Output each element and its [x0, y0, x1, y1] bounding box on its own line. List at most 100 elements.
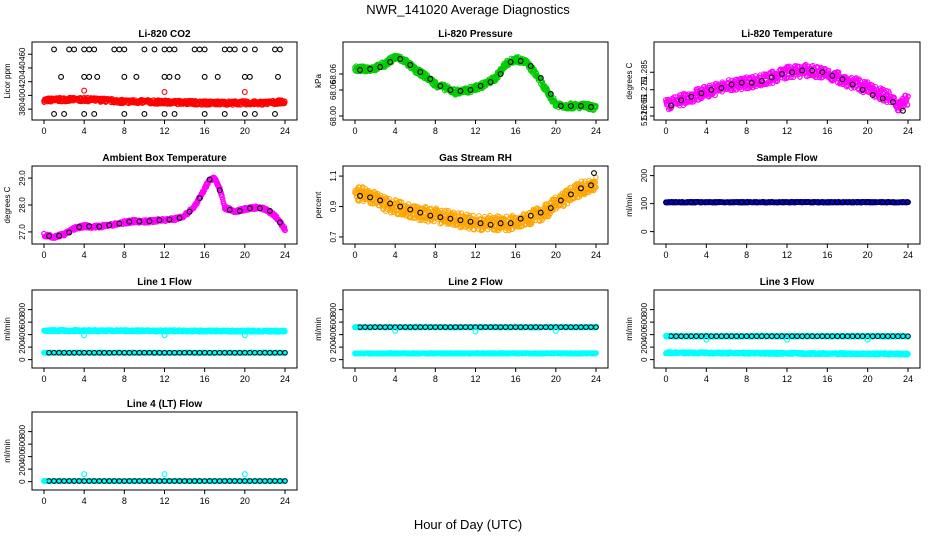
x-tick-label: 0 [663, 126, 668, 136]
data-point [201, 110, 208, 117]
data-point [241, 110, 248, 117]
y-tick-label: 68.00 [329, 105, 338, 126]
x-tick-label: 0 [352, 126, 357, 136]
data-point [251, 46, 258, 53]
series-standard_runs [51, 46, 283, 117]
x-tick-label: 8 [433, 126, 438, 136]
x-tick-label: 8 [122, 126, 127, 136]
data-point [94, 73, 101, 80]
data-point [133, 73, 140, 80]
data-point [161, 46, 168, 53]
x-tick-label: 4 [704, 250, 709, 260]
y-tick-label: 200 [640, 168, 649, 182]
series-ambient_outliers [81, 87, 248, 95]
x-tick-label: 8 [122, 250, 127, 260]
x-tick-label: 12 [159, 250, 169, 260]
x-tick-label: 12 [470, 250, 480, 260]
x-tick-label: 20 [240, 126, 250, 136]
panel-title: Li-820 CO2 [138, 29, 191, 40]
data-point [51, 46, 57, 53]
panel-title: Gas Stream RH [439, 153, 512, 164]
x-tick-label: 24 [280, 374, 290, 384]
x-tick-label: 4 [82, 374, 87, 384]
y-tick-label: 0 [18, 357, 27, 362]
data-point [196, 46, 203, 53]
data-point [201, 73, 208, 80]
y-tick-label: 400 [18, 88, 27, 102]
data-point [171, 46, 178, 53]
x-tick-label: 12 [159, 374, 169, 384]
series-box_temp [41, 174, 288, 241]
y-axis-label: ml/min [3, 317, 12, 341]
data-point [66, 46, 73, 53]
x-tick-label: 4 [82, 250, 87, 260]
x-tick-label: 24 [591, 250, 601, 260]
data-point [221, 46, 228, 53]
data-point [591, 170, 597, 176]
y-tick-label: 27.0 [18, 224, 27, 240]
data-point [272, 110, 278, 117]
x-tick-label: 24 [280, 126, 290, 136]
data-point [81, 87, 88, 94]
y-axis-label: kPa [314, 74, 323, 88]
data-point [151, 46, 158, 53]
series-temperature [663, 61, 911, 114]
data-point [81, 46, 88, 53]
panel-title: Sample Flow [756, 153, 817, 164]
y-tick-label: 28.0 [18, 197, 27, 213]
y-tick-label: 51.285 [640, 59, 649, 84]
x-tick-label: 16 [822, 126, 832, 136]
data-point [246, 73, 253, 80]
x-tick-label: 4 [393, 250, 398, 260]
data-point [201, 46, 208, 53]
data-point [111, 46, 118, 53]
x-tick-label: 0 [41, 126, 46, 136]
y-tick-label: 420 [18, 74, 27, 88]
x-tick-label: 20 [551, 250, 561, 260]
x-tick-label: 16 [200, 126, 210, 136]
data-point [272, 46, 278, 53]
data-point [86, 46, 93, 53]
y-tick-label: 100 [640, 196, 649, 210]
y-axis-label: degrees C [625, 62, 634, 99]
x-tick-label: 4 [704, 126, 709, 136]
y-axis-label: Licor ppm [3, 63, 12, 98]
data-point [58, 73, 65, 80]
x-tick-label: 16 [511, 126, 521, 136]
y-tick-label: 380 [18, 102, 27, 116]
data-point [166, 46, 173, 53]
data-point [51, 110, 57, 117]
panel-title: Li-820 Pressure [438, 29, 513, 40]
x-tick-label: 20 [863, 126, 873, 136]
x-tick-label: 16 [511, 250, 521, 260]
x-tick-label: 20 [551, 126, 561, 136]
y-tick-label: 460 [18, 47, 27, 61]
x-tick-label: 20 [863, 250, 873, 260]
x-tick-label: 24 [903, 126, 913, 136]
y-tick-label: 1.1 [329, 170, 338, 182]
data-point [214, 73, 221, 80]
data-point [86, 73, 93, 80]
panel-title: Ambient Box Temperature [102, 153, 227, 164]
x-tick-label: 12 [470, 126, 480, 136]
data-point [91, 110, 98, 117]
series-ambient_co2 [41, 94, 288, 108]
data-point [81, 110, 88, 117]
x-tick-label: 8 [433, 250, 438, 260]
panel-title: Li-820 Temperature [741, 29, 833, 40]
data-point [241, 73, 248, 80]
x-tick-label: 8 [122, 374, 127, 384]
main-title: NWR_141020 Average Diagnostics [366, 2, 570, 17]
data-point [171, 110, 178, 117]
x-tick-label: 24 [280, 250, 290, 260]
data-point [141, 46, 148, 53]
y-axis-label: percent [314, 191, 323, 218]
data-point [191, 46, 198, 53]
x-tick-label: 24 [591, 126, 601, 136]
data-point [241, 46, 248, 53]
